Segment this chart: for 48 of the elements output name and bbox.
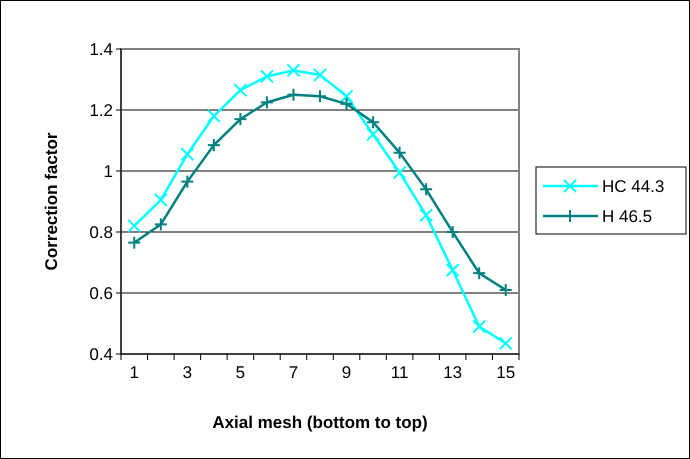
point (419, 182, 434, 196)
point (313, 68, 327, 82)
x-tick-label: 1 (130, 363, 139, 382)
x-tick-label: 15 (496, 363, 516, 382)
point (472, 266, 486, 280)
point (419, 208, 434, 222)
point (498, 282, 513, 297)
point (127, 218, 142, 233)
x-tick-label: 11 (390, 363, 408, 382)
y-tick-label: 1.4 (89, 40, 113, 59)
point (206, 138, 221, 152)
x-tick-label: 9 (342, 363, 352, 382)
point (260, 95, 274, 110)
point (340, 89, 354, 104)
x-axis-title: Axial mesh (bottom to top) (212, 413, 428, 432)
legend-label: H 46.5 (602, 206, 652, 226)
point (206, 109, 221, 124)
point (286, 63, 300, 78)
x-tick-label: 3 (182, 363, 192, 382)
point (233, 112, 248, 126)
y-tick-label: 0.8 (89, 222, 113, 242)
point (313, 89, 327, 104)
point (472, 320, 486, 334)
point (260, 69, 274, 84)
point (366, 115, 380, 130)
y-axis-title: Correction factor (42, 132, 61, 270)
point (392, 146, 407, 160)
point (286, 88, 300, 102)
point (446, 263, 460, 278)
x-tick-label: 5 (236, 363, 246, 382)
point (154, 192, 168, 207)
point (392, 166, 407, 180)
point (154, 217, 168, 232)
point (366, 127, 380, 142)
point (498, 336, 513, 350)
y-tick-label: 0.6 (89, 284, 113, 303)
x-tick-label: 7 (288, 363, 298, 382)
point (340, 96, 354, 111)
point (127, 236, 142, 250)
y-tick-label: 0.4 (89, 344, 113, 364)
y-tick-label: 1.2 (89, 100, 113, 120)
point (180, 147, 194, 162)
point (446, 225, 460, 239)
point (233, 83, 248, 98)
legend-label: HC 44.3 (602, 176, 664, 196)
x-tick-label: 13 (443, 363, 462, 382)
point (180, 174, 194, 189)
y-tick-label: 1 (104, 162, 113, 181)
